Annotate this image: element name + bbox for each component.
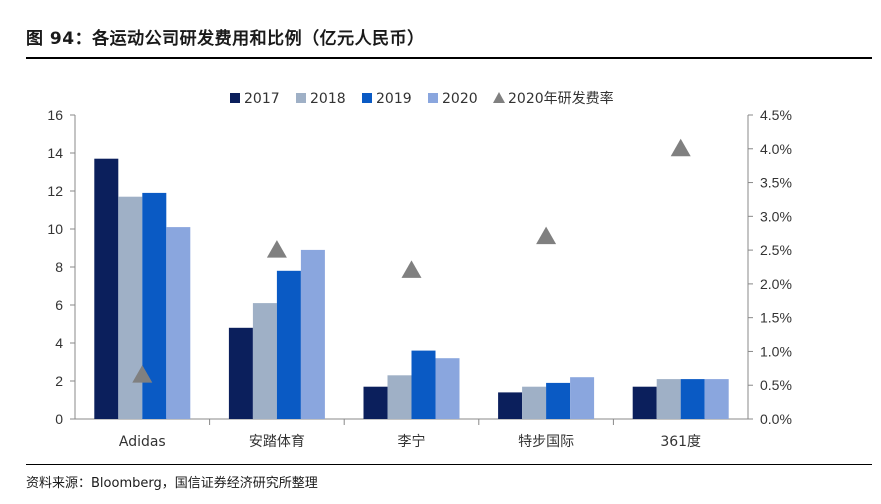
- legend-swatch-2020: [428, 93, 438, 103]
- category-label: Adidas: [119, 434, 166, 450]
- bar-2018: [387, 375, 412, 419]
- right-tick-label: 1.0%: [760, 343, 792, 359]
- right-tick-label: 3.5%: [760, 175, 792, 191]
- category-label: 特步国际: [518, 434, 574, 450]
- left-tick-label: 10: [47, 221, 63, 237]
- rate-marker: [132, 365, 153, 383]
- legend-swatch-2019: [362, 93, 372, 103]
- legend-label-2020: 2020: [442, 91, 478, 107]
- rate-marker: [536, 226, 557, 245]
- left-tick-label: 0: [55, 411, 63, 427]
- left-tick-label: 4: [55, 335, 63, 351]
- legend-label-2017: 2017: [244, 91, 280, 107]
- right-tick-label: 2.5%: [760, 242, 792, 258]
- right-tick-label: 0.0%: [760, 411, 792, 427]
- right-tick-label: 4.0%: [760, 141, 792, 157]
- left-tick-label: 16: [47, 107, 63, 123]
- left-tick-label: 2: [55, 373, 63, 389]
- category-label: 李宁: [398, 433, 426, 450]
- right-tick-label: 3.0%: [760, 208, 792, 224]
- legend-label-rate: 2020年研发费率: [508, 90, 614, 107]
- right-tick-label: 4.5%: [760, 107, 792, 123]
- legend-label-2019: 2019: [376, 91, 412, 107]
- bar-2019: [546, 382, 571, 419]
- legend-swatch-2018: [296, 93, 306, 103]
- left-tick-label: 8: [55, 259, 63, 275]
- bar-2018: [656, 379, 681, 419]
- title-divider: [26, 57, 872, 59]
- right-tick-label: 1.5%: [760, 310, 792, 326]
- bar-2019: [276, 270, 301, 419]
- bar-2018: [118, 196, 143, 419]
- category-label: 安踏体育: [249, 434, 305, 450]
- bar-2020: [300, 249, 325, 419]
- bar-2018: [252, 303, 277, 419]
- rate-marker: [401, 260, 422, 278]
- bar-2019: [142, 192, 167, 419]
- bar-2017: [363, 386, 388, 419]
- bar-2017: [632, 386, 657, 419]
- left-tick-label: 6: [55, 297, 63, 313]
- bar-2020: [166, 227, 191, 419]
- legend-swatch-2017: [230, 93, 240, 103]
- bar-2019: [411, 350, 436, 419]
- legend-label-2018: 2018: [310, 91, 346, 107]
- legend-swatch-rate: [493, 92, 505, 103]
- rate-marker: [670, 138, 691, 157]
- footer-divider: [26, 464, 872, 465]
- bar-2017: [94, 158, 119, 419]
- bar-2017: [498, 392, 523, 419]
- right-tick-label: 0.5%: [760, 377, 792, 393]
- category-label: 361度: [660, 434, 701, 450]
- bar-2020: [704, 379, 729, 419]
- chart-title: 图 94：各运动公司研发费用和比例（亿元人民币）: [26, 29, 425, 49]
- rate-marker: [266, 240, 287, 258]
- bar-2020: [570, 377, 595, 419]
- bar-2017: [228, 327, 253, 419]
- source-note: 资料来源：Bloomberg，国信证券经济研究所整理: [26, 476, 318, 491]
- left-tick-label: 12: [47, 183, 63, 199]
- bar-2019: [680, 379, 705, 419]
- bar-2020: [435, 358, 460, 419]
- bar-2018: [522, 386, 547, 419]
- right-tick-label: 2.0%: [760, 276, 792, 292]
- left-tick-label: 14: [47, 145, 63, 161]
